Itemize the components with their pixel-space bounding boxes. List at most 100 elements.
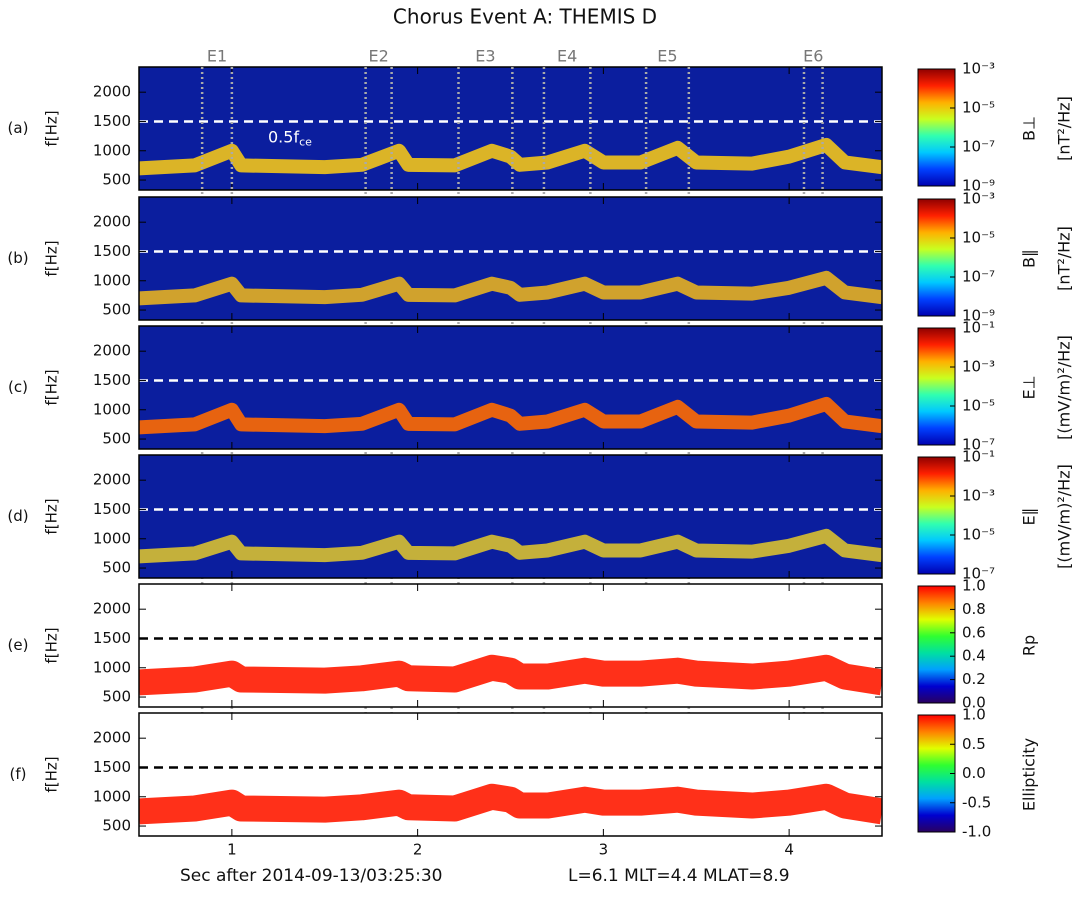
y-axis-label: f[Hz] (43, 369, 61, 405)
colorbar-tick-label: 0.0 (962, 694, 986, 712)
colorbar-label: [(mV/m)²/Hz] (1055, 335, 1074, 440)
panel-label: (b) (7, 249, 28, 267)
x-axis-note: L=6.1 MLT=4.4 MLAT=8.9 (568, 866, 790, 886)
y-tick-label: 1000 (93, 658, 131, 676)
colorbar-tick-label: 10⁻¹ (962, 448, 995, 466)
event-label: E5 (657, 47, 677, 66)
annotation: 0.5fce (268, 127, 312, 149)
colorbar-label: Rp (1020, 635, 1039, 656)
x-tick-label: 4 (784, 841, 794, 859)
panel-frame (138, 66, 883, 191)
panel-label: (e) (8, 636, 29, 654)
y-tick-label: 500 (102, 301, 131, 319)
y-tick-label: 500 (102, 171, 131, 189)
y-tick-label: 2000 (93, 729, 131, 747)
colorbar-tick-label: 0.8 (962, 600, 986, 618)
colorbar-tick-label: 10⁻⁷ (962, 138, 995, 156)
panel-frame (138, 325, 883, 450)
colorbar-label: Ellipticity (1020, 738, 1039, 811)
event-label: E1 (207, 47, 227, 66)
colorbar (917, 456, 956, 575)
event-label: E3 (475, 47, 495, 66)
panel-content (139, 637, 882, 696)
y-tick-label: 1500 (93, 371, 131, 389)
y-tick-label: 2000 (93, 471, 131, 489)
colorbar-label: [nT²/Hz] (1055, 96, 1074, 161)
event-label: E4 (557, 47, 577, 66)
colorbar-tick-label: 10⁻⁷ (962, 436, 995, 454)
panel-frame (138, 454, 883, 579)
emission-ridge (139, 137, 882, 176)
panel-content (139, 508, 882, 564)
colorbar-tick-label: -0.5 (962, 793, 991, 811)
y-tick-label: 2000 (93, 600, 131, 618)
colorbar-tick-label: -1.0 (962, 823, 991, 841)
panel-frame (138, 196, 883, 321)
y-tick-label: 2000 (93, 213, 131, 231)
annotation-base: 0.5f (268, 127, 299, 146)
y-tick-label: 1000 (93, 787, 131, 805)
emission-ridge (139, 783, 882, 825)
y-tick-label: 1000 (93, 400, 131, 418)
colorbar (917, 198, 956, 317)
y-tick-label: 1000 (93, 529, 131, 547)
colorbar-tick-label: 10⁻⁷ (962, 565, 995, 583)
y-tick-label: 1500 (93, 500, 131, 518)
colorbar-label: [nT²/Hz] (1055, 226, 1074, 291)
y-tick-label: 1500 (93, 242, 131, 260)
colorbar-tick-label: 0.0 (962, 764, 986, 782)
event-label: E6 (803, 47, 823, 66)
panel-frame (138, 583, 883, 708)
y-axis-label: f[Hz] (43, 498, 61, 534)
y-tick-label: 1000 (93, 141, 131, 159)
colorbar-tick-label: 10⁻¹ (962, 319, 995, 337)
colorbar-tick-label: 10⁻³ (962, 190, 995, 208)
y-axis-label: f[Hz] (43, 110, 61, 146)
y-tick-label: 1500 (93, 758, 131, 776)
colorbar-tick-label: 10⁻⁵ (962, 526, 995, 544)
annotation-subscript: ce (299, 135, 312, 148)
panel-label: (a) (8, 119, 29, 137)
colorbar-label: B⊥ (1020, 116, 1039, 141)
panel-content: 0.5fce (139, 120, 882, 176)
event-label: E2 (368, 47, 388, 66)
colorbar-tick-label: 10⁻⁷ (962, 268, 995, 286)
y-tick-label: 1500 (93, 629, 131, 647)
panel-label: (f) (10, 765, 27, 783)
colorbar-tick-label: 10⁻⁵ (962, 397, 995, 415)
colorbar-tick-label: 0.5 (962, 735, 986, 753)
colorbar (917, 714, 956, 833)
colorbar-label: [(mV/m)²/Hz] (1055, 464, 1074, 569)
colorbar-tick-label: 10⁻⁹ (962, 307, 995, 325)
colorbar-tick-label: 1.0 (962, 706, 986, 724)
y-axis-label: f[Hz] (43, 627, 61, 663)
colorbar-tick-label: 10⁻³ (962, 60, 995, 78)
colorbar-tick-label: 10⁻⁵ (962, 99, 995, 117)
panel-label: (c) (8, 378, 28, 396)
y-axis-label: f[Hz] (43, 756, 61, 792)
y-tick-label: 500 (102, 817, 131, 835)
emission-ridge (139, 654, 882, 696)
colorbar-tick-label: 0.2 (962, 670, 986, 688)
panel-label: (d) (7, 507, 28, 525)
colorbar-label: B∥ (1020, 249, 1039, 268)
y-tick-label: 1500 (93, 112, 131, 130)
y-axis-label: f[Hz] (43, 240, 61, 276)
colorbar (917, 327, 956, 446)
y-tick-label: 500 (102, 559, 131, 577)
x-tick-label: 3 (599, 841, 609, 859)
colorbar-tick-label: 10⁻⁵ (962, 229, 995, 247)
colorbar-tick-label: 10⁻⁹ (962, 177, 995, 195)
emission-ridge (139, 270, 882, 306)
y-tick-label: 2000 (93, 342, 131, 360)
emission-ridge (139, 396, 882, 435)
colorbar-tick-label: 0.6 (962, 623, 986, 641)
colorbar-label: E∥ (1020, 507, 1039, 525)
colorbar (917, 585, 956, 704)
colorbar-tick-label: 10⁻³ (962, 358, 995, 376)
figure-title: Chorus Event A: THEMIS D (393, 5, 657, 29)
colorbar-label: E⊥ (1020, 375, 1039, 399)
y-tick-label: 2000 (93, 83, 131, 101)
panel-content (139, 766, 882, 825)
